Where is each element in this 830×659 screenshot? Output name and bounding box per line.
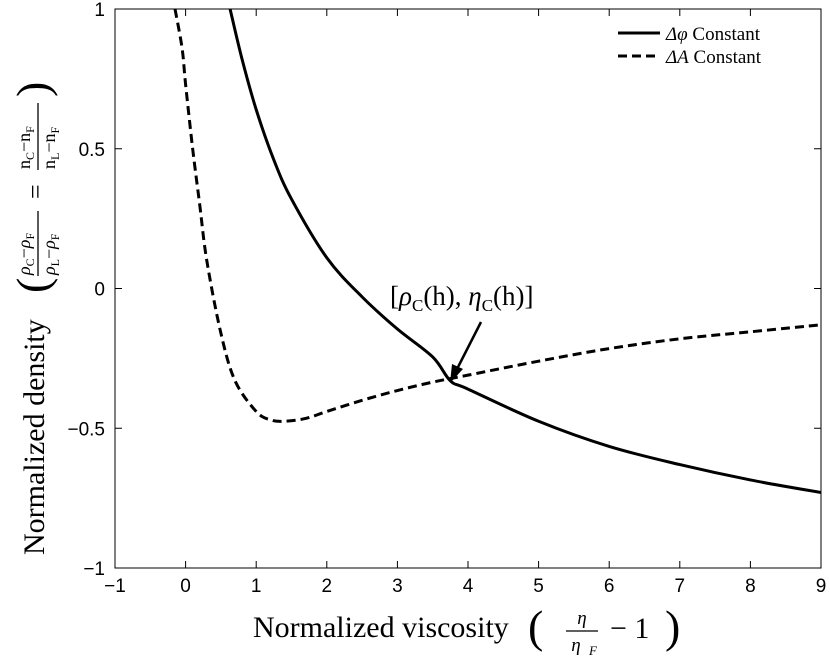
y-tick-label: 0.5 [79, 140, 105, 161]
x-axis-label-den: η [571, 635, 580, 656]
x-axis-label-paren-open: ( [528, 601, 543, 652]
annotation-label: [ρC(h), ηC(h)] [390, 281, 534, 315]
annotation-arrow-shaft [454, 321, 483, 372]
plot-layer [173, 9, 821, 495]
x-axis-label-paren-close: ) [665, 601, 680, 652]
x-tick-label: 5 [533, 576, 544, 597]
annotation-arrow-head [450, 364, 463, 383]
y-axis-label-equals: = [21, 184, 50, 199]
x-tick-label: 9 [816, 576, 827, 597]
y-tick-label: −1 [83, 559, 105, 580]
y-tick-label: 1 [94, 0, 105, 21]
y-axis-label: Normalized density ( ρC−ρF ρL−ρF = nC−nF… [7, 82, 62, 555]
x-axis-label: Normalized viscosity ( η η F − 1 ) [253, 601, 680, 658]
y-axis-label-paren-close: ) [7, 82, 58, 97]
y-tick-label: 0 [94, 280, 105, 301]
y-axis-label-frac1-num: ρC−ρF [14, 233, 37, 276]
y-axis-label-frac2-den: nL−nF [39, 127, 62, 170]
x-tick-label: 7 [675, 576, 686, 597]
x-tick-label: −1 [104, 576, 126, 597]
x-tick-label: 8 [745, 576, 756, 597]
x-axis-label-text: Normalized viscosity [253, 611, 509, 644]
y-axis-label-frac1-den: ρL−ρF [39, 233, 62, 276]
y-axis-label-text: Normalized density [18, 319, 51, 555]
y-tick-label: −0.5 [67, 419, 105, 440]
legend: Δφ Constant ΔA Constant [618, 24, 762, 68]
x-tick-label: 0 [180, 576, 191, 597]
series-line-delta-a [173, 9, 821, 423]
series-line-delta-phi [228, 9, 821, 495]
x-axis-label-num: η [577, 608, 586, 629]
legend-label-delta-a: ΔA Constant [665, 47, 762, 68]
y-axis-label-frac2-num: nC−nF [14, 126, 37, 169]
ticks-layer: −1 0 1 2 3 4 5 6 7 8 9 −1 −0.5 0 0.5 1 [67, 0, 826, 597]
x-tick-label: 2 [322, 576, 333, 597]
x-tick-label: 1 [251, 576, 262, 597]
x-tick-label: 3 [392, 576, 403, 597]
x-tick-label: 6 [604, 576, 615, 597]
legend-label-delta-phi: Δφ Constant [665, 24, 761, 45]
x-axis-label-tail: − 1 [610, 612, 649, 645]
y-axis-label-paren-open: ( [7, 278, 58, 293]
plot-frame [114, 8, 822, 569]
annotation: [ρC(h), ηC(h)] [390, 281, 534, 383]
x-tick-label: 4 [463, 576, 474, 597]
x-axis-label-den-sub: F [588, 643, 598, 658]
